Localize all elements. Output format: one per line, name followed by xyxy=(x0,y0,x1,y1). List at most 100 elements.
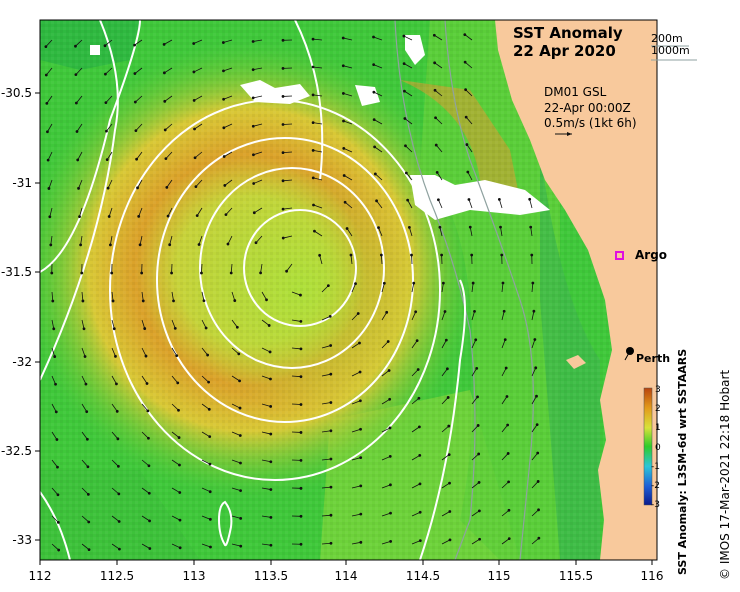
current-arrow-head xyxy=(388,426,392,430)
current-arrow xyxy=(141,487,150,494)
current-arrow xyxy=(381,541,391,545)
current-arrow-head xyxy=(403,117,407,120)
current-arrow xyxy=(111,347,116,357)
current-arrow xyxy=(291,319,301,322)
current-arrow-head xyxy=(145,382,149,385)
current-arrow-head xyxy=(299,320,303,323)
current-arrow xyxy=(81,291,84,301)
current-arrow xyxy=(201,431,210,438)
current-arrow xyxy=(141,403,149,412)
current-arrow-head xyxy=(114,354,117,358)
current-arrow xyxy=(381,512,391,517)
current-arrow xyxy=(343,65,353,69)
current-arrow-head xyxy=(438,225,442,229)
current-arrow xyxy=(381,427,391,433)
current-arrow-head xyxy=(536,480,540,483)
current-arrow-head xyxy=(133,100,137,104)
plot-frame xyxy=(39,19,658,561)
current-arrow-head xyxy=(221,41,225,44)
current-arrow-head xyxy=(299,375,303,379)
current-arrow xyxy=(343,120,353,125)
current-arrow xyxy=(230,263,233,274)
current-arrow-head xyxy=(311,37,315,41)
current-arrow xyxy=(223,95,233,100)
current-arrow xyxy=(319,255,323,265)
current-arrow-head xyxy=(74,44,77,48)
colorbar-tick: 3 xyxy=(655,385,661,395)
current-arrow-head xyxy=(77,186,80,190)
current-arrow-head xyxy=(299,514,303,518)
current-arrow-head xyxy=(372,118,376,121)
current-arrow-head xyxy=(418,539,422,542)
current-arrow-head xyxy=(238,379,241,383)
current-arrow-head xyxy=(78,215,81,219)
current-arrow-head xyxy=(208,435,212,439)
current-arrow-head xyxy=(473,309,476,313)
current-arrow xyxy=(411,311,417,321)
current-arrow xyxy=(135,123,143,131)
current-arrow-head xyxy=(165,185,169,189)
current-arrow-head xyxy=(269,488,273,491)
current-arrow-head xyxy=(105,158,109,162)
current-arrow-head xyxy=(443,310,447,313)
current-arrow-head xyxy=(52,327,56,331)
current-arrow-head xyxy=(349,253,353,257)
current-arrow-head xyxy=(415,339,419,343)
current-arrow-head xyxy=(239,544,243,548)
current-arrow xyxy=(471,283,474,293)
current-arrow-head xyxy=(233,299,237,302)
current-arrow-head xyxy=(466,170,470,174)
current-arrow xyxy=(376,200,383,209)
current-arrow-head xyxy=(281,38,285,42)
current-arrow xyxy=(164,123,173,131)
current-arrow xyxy=(171,375,179,384)
current-arrow-head xyxy=(222,126,226,130)
current-arrow xyxy=(81,403,88,412)
current-arrow-head xyxy=(446,396,450,399)
current-arrow-head xyxy=(404,144,407,148)
current-arrow xyxy=(77,151,83,161)
current-arrow xyxy=(201,347,208,356)
current-arrow-head xyxy=(49,243,53,247)
current-arrow-head xyxy=(341,92,345,95)
current-arrow xyxy=(261,543,271,546)
x-tick-label: 112 xyxy=(29,569,52,583)
current-arrow xyxy=(467,171,473,181)
current-arrow-head xyxy=(468,225,472,229)
current-arrow-head xyxy=(299,347,303,351)
current-arrow xyxy=(141,291,144,301)
current-arrow-head xyxy=(447,424,451,428)
current-arrow-head xyxy=(170,271,173,275)
current-arrow-head xyxy=(434,143,438,147)
current-arrow-head xyxy=(329,401,333,404)
current-arrow-head xyxy=(311,65,315,69)
current-arrow-head xyxy=(252,211,256,215)
current-arrow-head xyxy=(207,407,211,411)
current-arrow-head xyxy=(407,225,411,229)
current-arrow xyxy=(141,375,148,384)
current-arrow-head xyxy=(501,281,505,285)
current-arrow-head xyxy=(269,460,273,464)
current-arrow-head xyxy=(377,226,380,230)
current-arrow xyxy=(224,151,233,157)
current-arrow xyxy=(531,396,537,405)
current-arrow xyxy=(500,227,503,237)
current-arrow xyxy=(321,402,331,405)
current-arrow xyxy=(286,263,293,272)
y-tick-label: -32.5 xyxy=(1,444,32,458)
current-arrow-head xyxy=(410,253,413,257)
current-arrow xyxy=(201,403,210,410)
current-arrow xyxy=(378,227,383,237)
current-arrow xyxy=(111,291,114,301)
current-arrow xyxy=(51,291,54,302)
current-arrow-head xyxy=(465,143,469,146)
current-arrow-head xyxy=(505,395,509,398)
current-arrow xyxy=(351,313,359,321)
current-arrow xyxy=(253,123,263,127)
current-arrow xyxy=(351,485,361,489)
current-arrow xyxy=(194,151,203,159)
current-arrow-head xyxy=(388,397,392,401)
current-arrow xyxy=(411,283,415,293)
current-arrow xyxy=(409,227,413,237)
